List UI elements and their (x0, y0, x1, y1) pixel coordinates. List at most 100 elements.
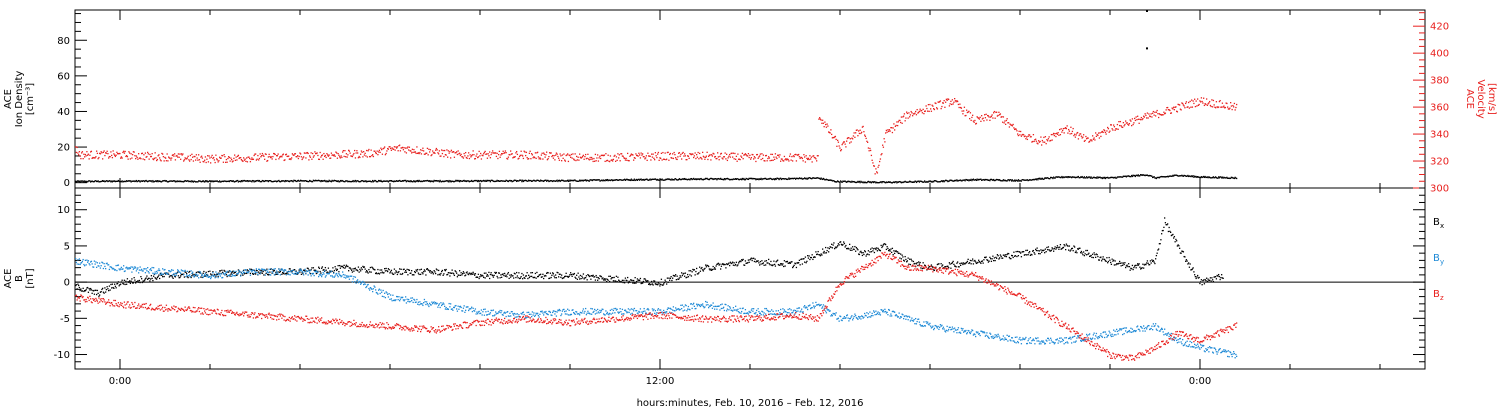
data-point (633, 179, 635, 182)
data-point (335, 268, 337, 270)
data-point (910, 110, 912, 113)
data-point (153, 181, 155, 183)
data-point (251, 269, 253, 271)
data-point (920, 180, 922, 182)
data-point (165, 157, 167, 159)
data-point (894, 181, 897, 183)
data-point (1074, 251, 1077, 254)
data-point (916, 181, 918, 183)
data-point (1005, 255, 1008, 258)
data-point (1000, 180, 1002, 182)
data-point (340, 180, 342, 182)
data-point (1143, 267, 1145, 269)
data-point (300, 179, 302, 181)
data-point (1034, 178, 1036, 181)
data-point (603, 154, 606, 156)
data-point (883, 181, 885, 183)
data-point (989, 119, 991, 122)
data-point (882, 245, 884, 247)
data-point (298, 269, 300, 271)
data-point (273, 269, 276, 272)
data-point (1172, 233, 1174, 236)
data-point (436, 149, 438, 151)
data-point (931, 265, 933, 268)
data-point (243, 180, 245, 182)
data-point (117, 264, 120, 266)
data-point (854, 245, 856, 248)
data-point (1082, 136, 1084, 138)
data-point (1122, 175, 1125, 177)
data-point (284, 180, 286, 183)
data-point (1025, 179, 1027, 181)
data-point (743, 154, 745, 156)
data-point (425, 180, 427, 182)
data-point (437, 152, 439, 154)
data-point (458, 153, 460, 155)
data-point (246, 269, 249, 271)
data-point (1099, 256, 1101, 259)
data-point (1038, 250, 1041, 252)
data-point (365, 180, 367, 182)
data-point (243, 269, 245, 271)
data-point (489, 181, 492, 183)
data-point (918, 261, 920, 263)
data-point (1230, 102, 1232, 104)
data-point (345, 264, 348, 266)
data-point (441, 180, 444, 182)
data-point (1069, 250, 1071, 252)
data-point (254, 273, 256, 275)
data-point (814, 157, 816, 159)
data-point (987, 179, 990, 182)
data-point (116, 283, 118, 285)
data-point (101, 288, 103, 291)
data-point (649, 178, 651, 180)
data-point (213, 274, 216, 277)
data-point (1195, 277, 1197, 280)
data-point (1147, 174, 1149, 177)
data-point (519, 277, 521, 280)
data-point (76, 288, 78, 290)
data-point (872, 181, 874, 183)
data-point (492, 180, 495, 182)
data-point (1104, 131, 1107, 134)
data-point (162, 153, 164, 155)
data-point (552, 180, 555, 182)
data-point (386, 150, 388, 152)
data-point (867, 181, 869, 183)
data-point (977, 179, 979, 181)
data-point (624, 179, 627, 181)
data-point (213, 156, 215, 159)
data-point (660, 152, 663, 154)
data-point (167, 272, 169, 274)
data-point (938, 101, 940, 103)
data-point (1122, 122, 1125, 124)
data-point (1069, 133, 1071, 135)
data-point (750, 177, 753, 180)
data-point (472, 180, 474, 183)
data-point (975, 179, 978, 182)
data-point (576, 159, 579, 161)
data-point (153, 157, 156, 159)
data-point (192, 274, 195, 277)
data-point (1134, 117, 1136, 120)
data-point (91, 263, 93, 265)
data-point (603, 279, 605, 281)
data-point (926, 107, 928, 110)
data-point (900, 181, 902, 183)
data-point (167, 181, 169, 183)
data-point (144, 279, 146, 281)
data-point (504, 180, 506, 182)
data-point (211, 180, 213, 183)
data-point (415, 152, 417, 155)
data-point (1143, 174, 1146, 176)
data-point (224, 156, 226, 158)
data-point (588, 275, 591, 278)
data-point (729, 264, 731, 267)
data-point (914, 180, 916, 182)
data-point (624, 159, 627, 161)
data-point (282, 272, 285, 274)
data-point (391, 180, 393, 183)
data-point (1110, 176, 1112, 179)
data-point (693, 269, 696, 271)
data-point (162, 155, 165, 158)
